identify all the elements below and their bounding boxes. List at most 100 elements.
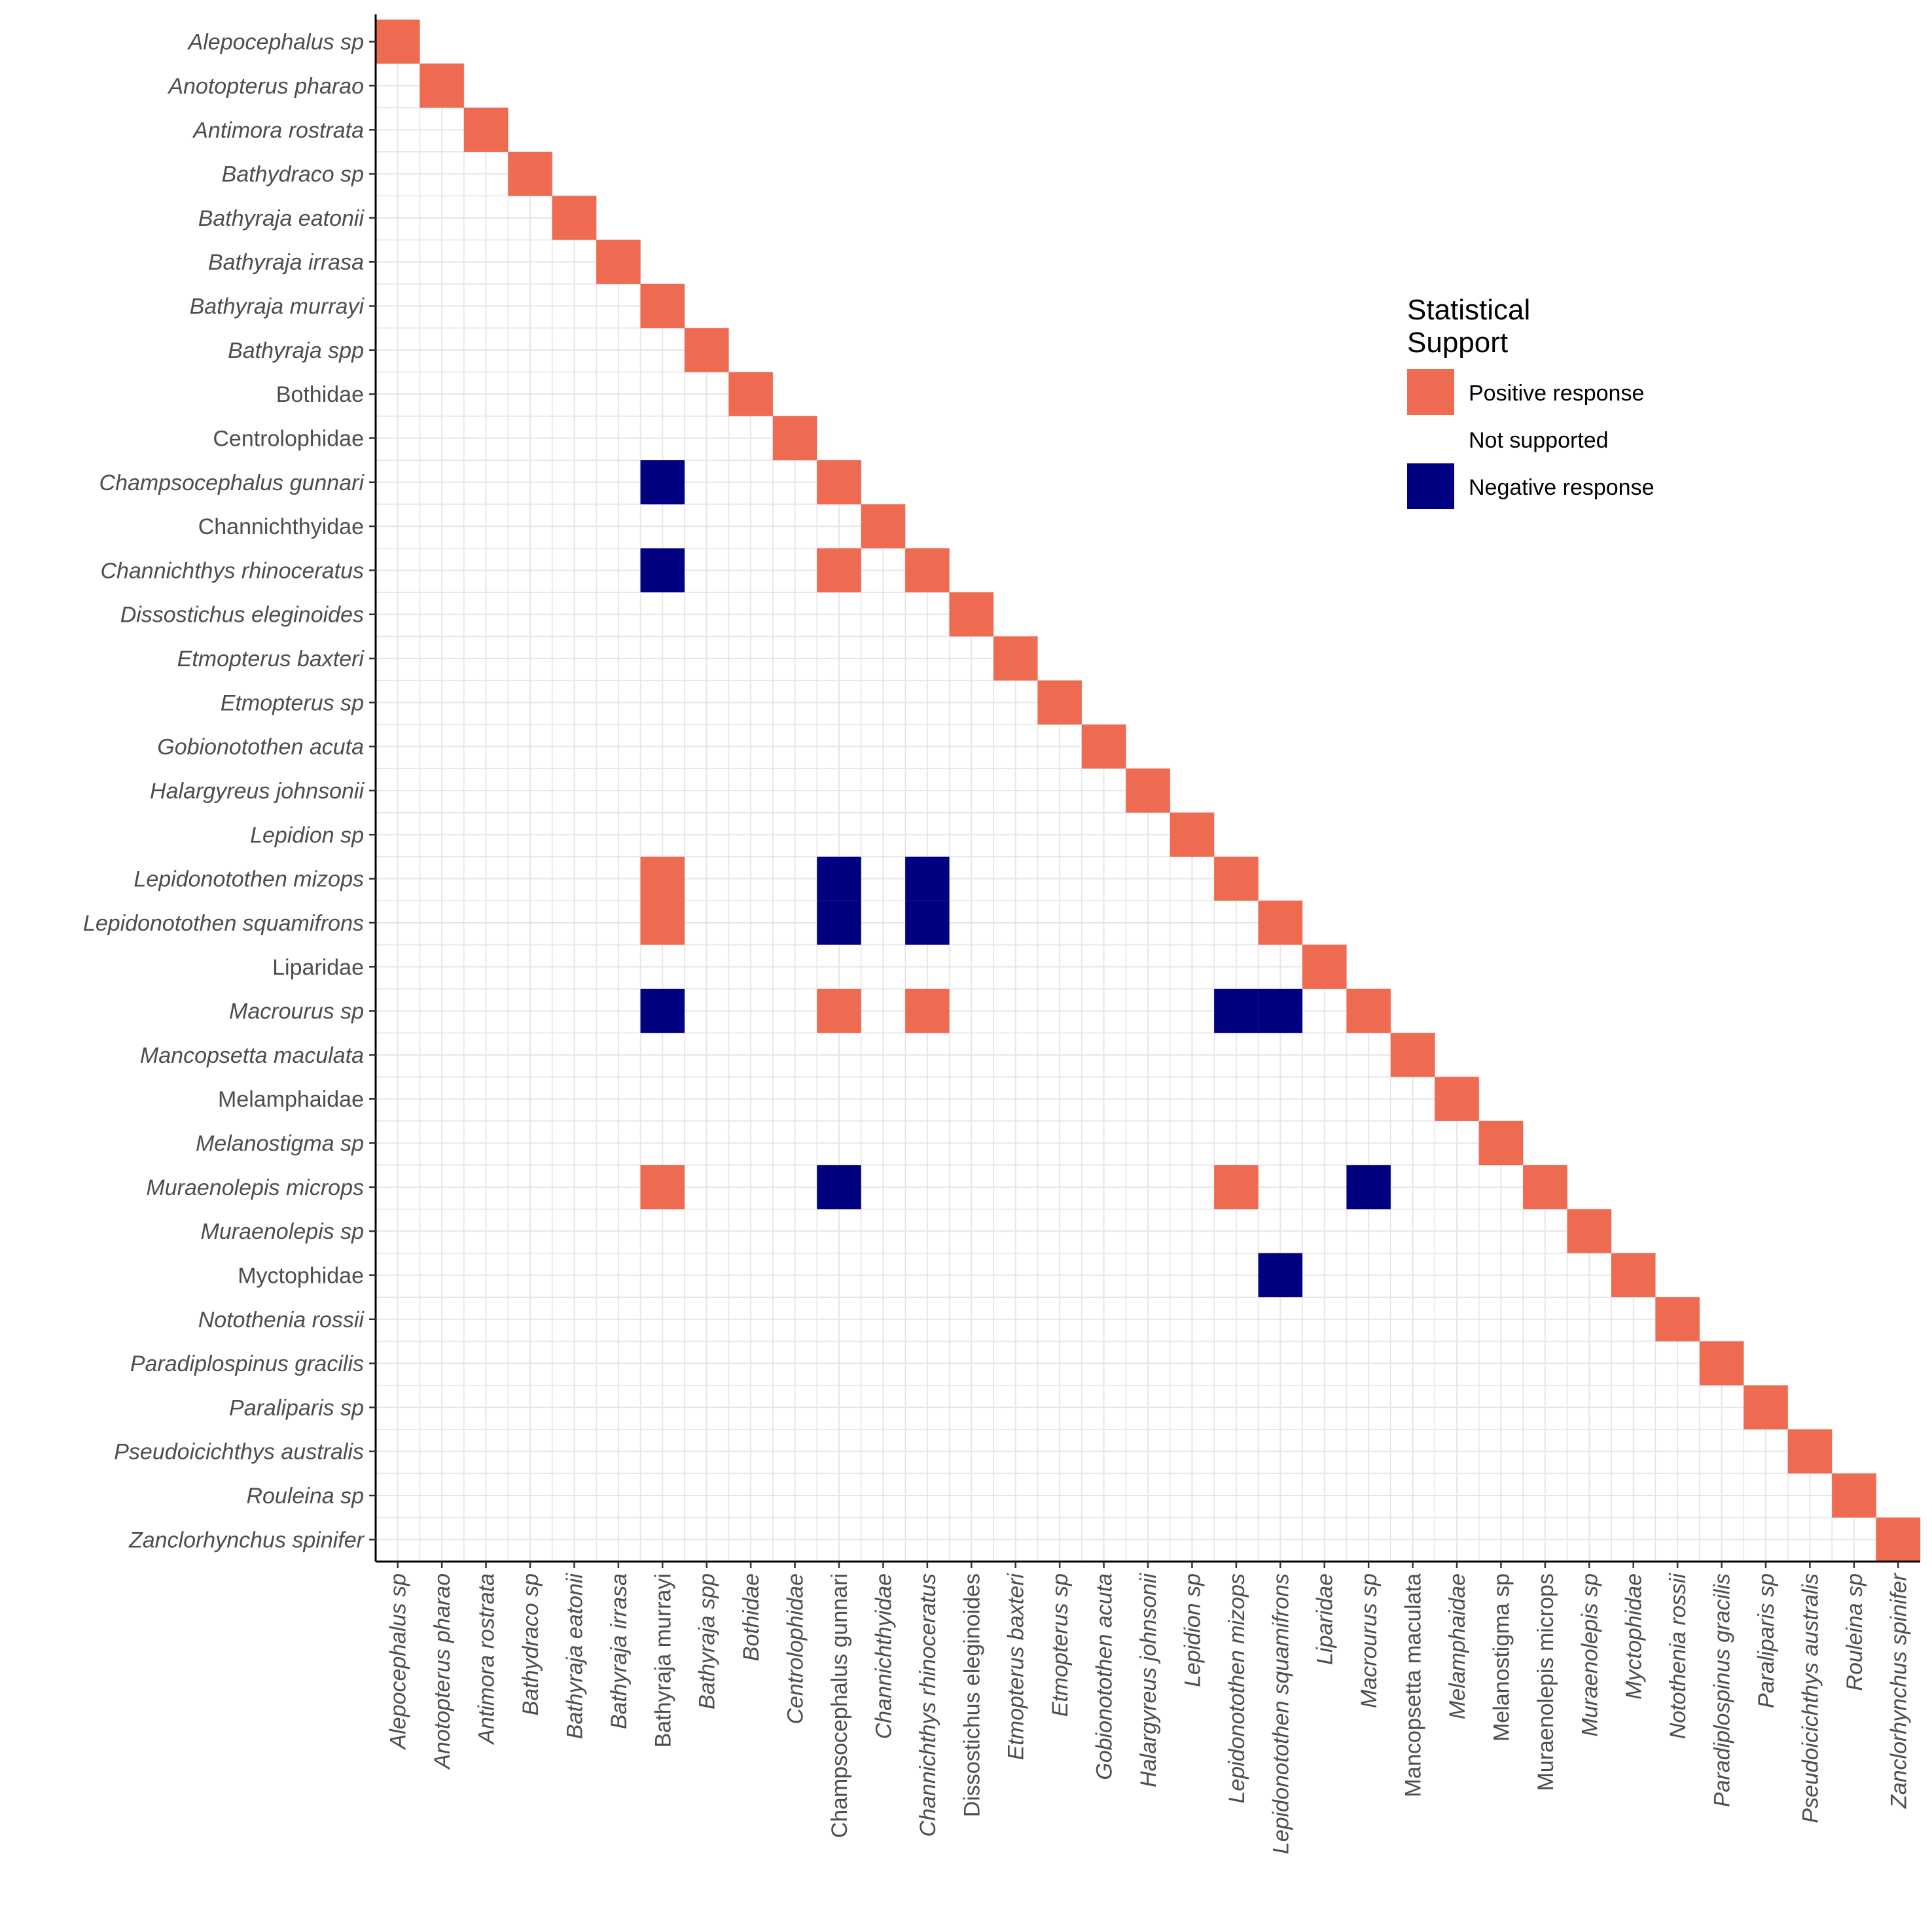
cell-lepidonotothen-mizops-lepidonotothen-mizops bbox=[1214, 856, 1259, 901]
y-tick-label-champsocephalus-gunnari: Champsocephalus gunnari bbox=[99, 471, 365, 495]
y-tick-label-bathydraco-sp: Bathydraco sp bbox=[222, 162, 364, 187]
y-tick-label-notothenia-rossii: Notothenia rossii bbox=[198, 1308, 365, 1333]
x-tick-label-bathydraco-sp: Bathydraco sp bbox=[518, 1573, 543, 1715]
legend-title-line-2: Support bbox=[1407, 327, 1508, 359]
heatmap-cells bbox=[375, 19, 1921, 1562]
x-tick-label-melamphaidae: Melamphaidae bbox=[1445, 1573, 1470, 1719]
y-tick-label-mancopsetta-maculata: Mancopsetta maculata bbox=[140, 1043, 364, 1068]
cell-macrourus-sp-channichthys-rhinoceratus bbox=[905, 988, 950, 1033]
x-tick-label-muraenolepis-sp: Muraenolepis sp bbox=[1577, 1573, 1602, 1736]
cell-lepidonotothen-squamifrons-lepidonotothen-squamifrons bbox=[1258, 901, 1302, 945]
legend-label-negative: Negative response bbox=[1469, 475, 1655, 500]
cell-liparidae-liparidae bbox=[1302, 944, 1347, 989]
y-tick-label-pseudoicichthys-australis: Pseudoicichthys australis bbox=[114, 1440, 364, 1465]
legend-key-not-supported bbox=[1407, 416, 1454, 462]
x-tick-label-notothenia-rossii: Notothenia rossii bbox=[1666, 1573, 1690, 1740]
x-tick-label-bathyraja-murrayi: Bathyraja murrayi bbox=[651, 1573, 675, 1747]
y-tick-label-bathyraja-irrasa: Bathyraja irrasa bbox=[208, 250, 364, 275]
cell-myctophidae-lepidonotothen-squamifrons bbox=[1258, 1253, 1302, 1298]
y-tick-label-lepidonotothen-squamifrons: Lepidonotothen squamifrons bbox=[83, 911, 364, 936]
x-tick-labels: Alepocephalus sp Anotopterus pharao Antimo… bbox=[386, 1572, 1912, 1854]
cell-macrourus-sp-bathyraja-murrayi bbox=[640, 988, 685, 1033]
y-tick-label-bathyraja-eatonii: Bathyraja eatonii bbox=[198, 206, 365, 231]
cell-lepidonotothen-squamifrons-champsocephalus-gunnari bbox=[817, 901, 861, 945]
x-tick-label-champsocephalus-gunnari: Champsocephalus gunnari bbox=[827, 1573, 852, 1838]
legend-key-negative bbox=[1407, 463, 1454, 509]
x-tick-label-alepocephalus-sp: Alepocephalus sp bbox=[386, 1573, 411, 1750]
legend-label-positive: Positive response bbox=[1469, 381, 1644, 406]
x-tick-label-dissostichus-eleginoides: Dissostichus eleginoides bbox=[959, 1573, 984, 1817]
y-tick-label-myctophidae: Myctophidae bbox=[238, 1263, 364, 1288]
x-tick-label-bothidae: Bothidae bbox=[739, 1573, 764, 1661]
y-tick-label-etmopterus-baxteri: Etmopterus baxteri bbox=[177, 647, 365, 671]
cell-bathyraja-irrasa-bathyraja-irrasa bbox=[596, 240, 641, 284]
cell-champsocephalus-gunnari-champsocephalus-gunnari bbox=[817, 460, 861, 505]
y-tick-label-melanostigma-sp: Melanostigma sp bbox=[196, 1132, 364, 1156]
y-tick-label-gobionotothen-acuta: Gobionotothen acuta bbox=[157, 735, 364, 760]
x-tick-label-myctophidae: Myctophidae bbox=[1622, 1573, 1647, 1700]
y-tick-label-dissostichus-eleginoides: Dissostichus eleginoides bbox=[120, 603, 364, 628]
cell-macrourus-sp-lepidonotothen-squamifrons bbox=[1258, 988, 1302, 1033]
cell-zanclorhynchus-spinifer-zanclorhynchus-spinifer bbox=[1876, 1517, 1920, 1562]
x-tick-label-gobionotothen-acuta: Gobionotothen acuta bbox=[1092, 1573, 1117, 1780]
x-tick-label-zanclorhynchus-spinifer: Zanclorhynchus spinifer bbox=[1886, 1572, 1911, 1809]
x-tick-label-bathyraja-irrasa: Bathyraja irrasa bbox=[607, 1573, 632, 1729]
cell-etmopterus-sp-etmopterus-sp bbox=[1037, 680, 1082, 725]
cell-channichthys-rhinoceratus-champsocephalus-gunnari bbox=[817, 548, 861, 593]
y-tick-label-anotopterus-pharao: Anotopterus pharao bbox=[167, 74, 364, 99]
cell-paradiplospinus-gracilis-paradiplospinus-gracilis bbox=[1699, 1341, 1744, 1386]
cell-paraliparis-sp-paraliparis-sp bbox=[1744, 1385, 1788, 1430]
cell-bothidae-bothidae bbox=[728, 372, 773, 416]
cell-lepidonotothen-mizops-bathyraja-murrayi bbox=[640, 856, 685, 901]
x-tick-label-pseudoicichthys-australis: Pseudoicichthys australis bbox=[1798, 1573, 1823, 1823]
y-tick-label-melamphaidae: Melamphaidae bbox=[218, 1087, 364, 1112]
cell-rouleina-sp-rouleina-sp bbox=[1832, 1473, 1876, 1518]
y-tick-label-channichthys-rhinoceratus: Channichthys rhinoceratus bbox=[100, 558, 364, 583]
cell-muraenolepis-sp-muraenolepis-sp bbox=[1567, 1209, 1611, 1253]
y-tick-label-muraenolepis-sp: Muraenolepis sp bbox=[201, 1219, 364, 1244]
cell-halargyreus-johnsonii-halargyreus-johnsonii bbox=[1126, 768, 1170, 813]
x-tick-label-paradiplospinus-gracilis: Paradiplospinus gracilis bbox=[1710, 1573, 1735, 1807]
x-tick-label-antimora-rostrata: Antimora rostrata bbox=[474, 1573, 499, 1745]
cell-bathydraco-sp-bathydraco-sp bbox=[508, 151, 552, 196]
cell-macrourus-sp-macrourus-sp bbox=[1346, 988, 1391, 1033]
x-tick-label-etmopterus-baxteri: Etmopterus baxteri bbox=[1004, 1573, 1029, 1761]
y-tick-label-lepidonotothen-mizops: Lepidonotothen mizops bbox=[134, 867, 364, 892]
cell-melamphaidae-melamphaidae bbox=[1435, 1077, 1479, 1121]
x-tick-label-bathyraja-spp: Bathyraja spp bbox=[695, 1573, 720, 1709]
cell-channichthyidae-channichthyidae bbox=[861, 504, 906, 548]
cell-anotopterus-pharao-anotopterus-pharao bbox=[420, 63, 464, 108]
x-tick-label-rouleina-sp: Rouleina sp bbox=[1842, 1573, 1867, 1691]
cell-channichthys-rhinoceratus-channichthys-rhinoceratus bbox=[905, 548, 950, 593]
cell-bathyraja-eatonii-bathyraja-eatonii bbox=[552, 196, 597, 240]
x-tick-label-channichthyidae: Channichthyidae bbox=[871, 1573, 896, 1739]
y-tick-label-lepidion-sp: Lepidion sp bbox=[250, 823, 364, 848]
cell-notothenia-rossii-notothenia-rossii bbox=[1655, 1297, 1700, 1342]
cell-centrolophidae-centrolophidae bbox=[772, 416, 817, 461]
y-tick-label-bathyraja-murrayi: Bathyraja murrayi bbox=[190, 295, 365, 319]
cell-bathyraja-murrayi-bathyraja-murrayi bbox=[640, 283, 685, 329]
y-tick-label-paraliparis-sp: Paraliparis sp bbox=[229, 1395, 364, 1420]
x-tick-label-halargyreus-johnsonii: Halargyreus johnsonii bbox=[1136, 1573, 1161, 1787]
cell-lepidonotothen-squamifrons-bathyraja-murrayi bbox=[640, 901, 685, 945]
y-tick-label-zanclorhynchus-spinifer: Zanclorhynchus spinifer bbox=[128, 1528, 365, 1552]
x-tick-label-macrourus-sp: Macrourus sp bbox=[1357, 1573, 1382, 1708]
y-tick-labels: Alepocephalus sp Anotopterus pharao Antimo… bbox=[83, 30, 365, 1553]
x-tick-label-liparidae: Liparidae bbox=[1313, 1573, 1338, 1665]
cell-antimora-rostrata-antimora-rostrata bbox=[463, 107, 509, 152]
cell-lepidonotothen-squamifrons-channichthys-rhinoceratus bbox=[905, 901, 950, 945]
cell-lepidion-sp-lepidion-sp bbox=[1170, 812, 1215, 857]
cell-muraenolepis-microps-muraenolepis-microps bbox=[1523, 1165, 1567, 1209]
x-tick-label-lepidonotothen-mizops: Lepidonotothen mizops bbox=[1225, 1573, 1249, 1804]
y-tick-label-antimora-rostrata: Antimora rostrata bbox=[192, 118, 364, 143]
cell-lepidonotothen-mizops-champsocephalus-gunnari bbox=[817, 856, 861, 901]
cell-bathyraja-spp-bathyraja-spp bbox=[685, 328, 729, 372]
cell-macrourus-sp-champsocephalus-gunnari bbox=[817, 988, 861, 1033]
cell-alepocephalus-sp-alepocephalus-sp bbox=[376, 20, 420, 64]
y-tick-label-alepocephalus-sp: Alepocephalus sp bbox=[187, 30, 364, 55]
x-tick-label-muraenolepis-microps: Muraenolepis microps bbox=[1533, 1573, 1558, 1791]
cell-myctophidae-myctophidae bbox=[1611, 1253, 1656, 1298]
cell-channichthys-rhinoceratus-bathyraja-murrayi bbox=[640, 548, 685, 593]
cell-muraenolepis-microps-bathyraja-murrayi bbox=[640, 1165, 685, 1209]
